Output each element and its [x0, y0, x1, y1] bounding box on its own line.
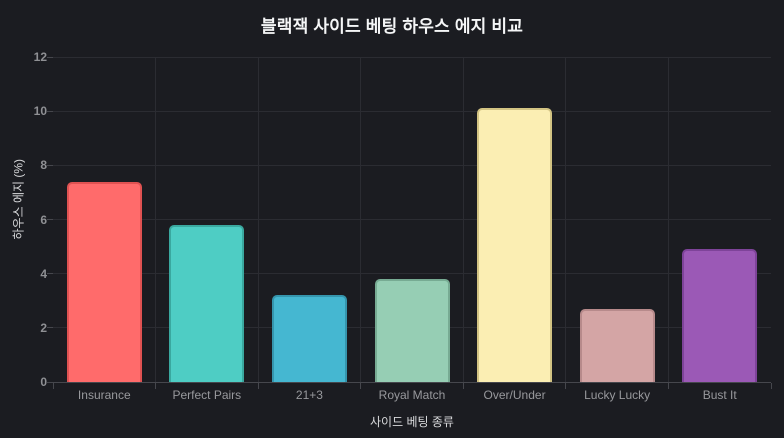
gridline-x-4 [462, 57, 464, 382]
gridline-y-4 [53, 273, 771, 275]
bar-perfect-pairs [169, 224, 245, 382]
y-tick-label-10: 10 [33, 104, 47, 119]
plot-area: 0 2 4 6 8 10 12 Insurance Perfect Pairs 21+3 Royal… [34, 50, 772, 402]
x-tick-mark-6 [667, 383, 669, 389]
bar-royal-match [374, 279, 450, 382]
gridline-y-10 [53, 110, 771, 112]
y-tick-label-12: 12 [33, 50, 47, 64]
y-axis-title: 하우스 에지 (%) [11, 158, 26, 240]
y-tick-mark-4 [47, 273, 53, 275]
x-tick-mark-5 [565, 383, 567, 389]
y-tick-mark-8 [47, 164, 53, 166]
bar-over-under [477, 108, 553, 382]
x-tick-label-perfect-pairs: Perfect Pairs [172, 388, 242, 402]
x-tick-mark-4 [462, 383, 464, 389]
y-tick-label-0: 0 [40, 375, 47, 389]
x-tick-mark-2 [257, 383, 259, 389]
x-tick-label-lucky-lucky: Lucky Lucky [584, 388, 651, 402]
y-tick-mark-0 [47, 381, 53, 383]
bar-lucky-lucky [579, 308, 655, 382]
x-tick-label-royal-match: Royal Match [378, 388, 446, 402]
y-tick-label-6: 6 [40, 212, 47, 227]
gridline-y-6 [53, 219, 771, 220]
y-tick-mark-6 [47, 219, 53, 220]
y-tick-mark-10 [47, 110, 53, 112]
gridline-y-12 [53, 56, 771, 58]
gridline-x-5 [565, 57, 567, 382]
x-tick-label-21-3: 21+3 [295, 388, 323, 402]
chart-title: 블랙잭 사이드 베팅 하우스 에지 비교 [260, 17, 524, 36]
y-tick-label-8: 8 [40, 158, 47, 173]
gridline-x-6 [667, 57, 669, 382]
gridline-x-3 [360, 57, 362, 382]
bar-bust-it [682, 249, 758, 382]
x-tick-mark-0 [52, 383, 54, 389]
x-tick-mark-1 [155, 383, 157, 389]
gridline-x-1 [155, 57, 157, 382]
y-tick-label-4: 4 [40, 266, 47, 281]
y-tick-mark-12 [47, 56, 53, 58]
y-tick-mark-2 [47, 327, 53, 329]
x-axis-line [53, 382, 771, 383]
x-tick-label-insurance: Insurance [77, 388, 131, 402]
gridline-x-2 [257, 57, 259, 382]
bar-21-3 [271, 295, 347, 382]
gridline-y-8 [53, 164, 771, 166]
x-axis-title: 사이드 베팅 종류 [370, 415, 454, 429]
x-tick-mark-7 [770, 383, 772, 389]
x-tick-label-over-under: Over/Under [483, 388, 546, 402]
x-tick-label-bust-it: Bust It [702, 388, 737, 402]
y-tick-label-2: 2 [40, 320, 47, 335]
x-tick-mark-3 [360, 383, 362, 389]
bar-insurance [66, 181, 142, 382]
